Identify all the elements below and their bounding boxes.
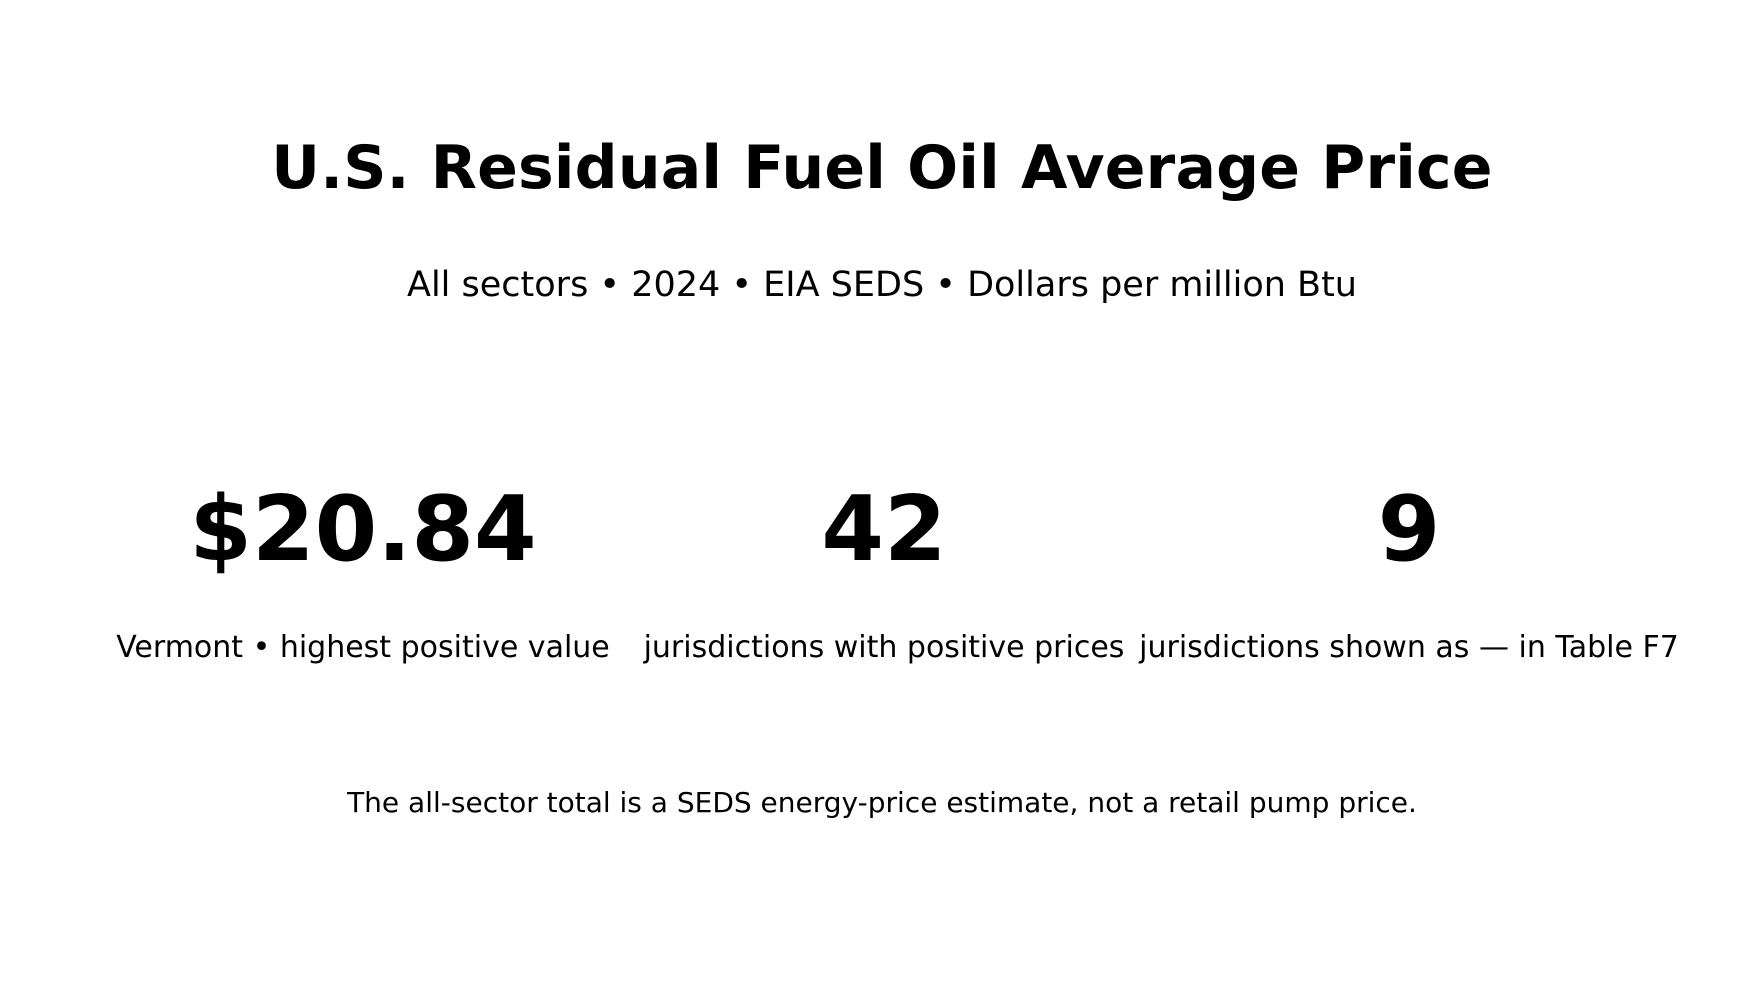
chart-subtitle: All sectors • 2024 • EIA SEDS • Dollars …: [407, 265, 1357, 305]
kpi-value-highest-price: $20.84: [189, 477, 537, 582]
kpi-label-highest-price: Vermont • highest positive value: [116, 630, 610, 665]
kpi-value-dash-count: 9: [1377, 477, 1441, 582]
chart-title: U.S. Residual Fuel Oil Average Price: [271, 133, 1493, 203]
kpi-label-positive-count: jurisdictions with positive prices: [643, 630, 1125, 665]
kpi-label-dash-count: jurisdictions shown as — in Table F7: [1139, 630, 1679, 665]
kpi-value-positive-count: 42: [821, 477, 947, 582]
footnote: The all-sector total is a SEDS energy-pr…: [347, 786, 1417, 819]
